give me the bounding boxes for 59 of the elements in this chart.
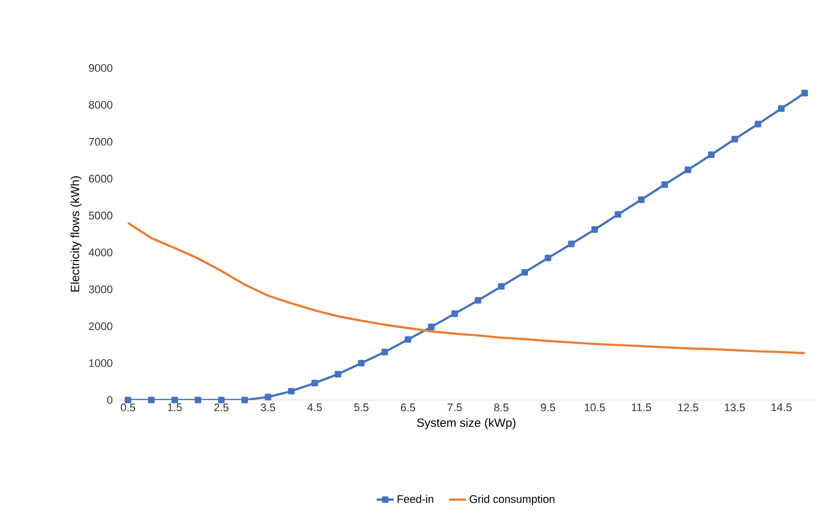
x-tick-label: 7.5 (448, 404, 462, 412)
y-tick-label: 1000 (89, 359, 112, 367)
point (311, 380, 318, 386)
point (148, 396, 155, 404)
point (264, 394, 272, 400)
point (334, 370, 342, 378)
x-tick-label: 11.5 (632, 404, 652, 412)
x-tick-label: 2.5 (214, 404, 228, 412)
x-tick-label: 13.5 (724, 404, 745, 412)
point (288, 388, 295, 394)
y-tick-label: 0 (107, 396, 112, 404)
y-tick-label: 6000 (89, 174, 112, 183)
point (194, 396, 202, 404)
legend-label: Grid consumption (470, 494, 554, 506)
x-axis-title: System size (kWp) (417, 418, 516, 430)
x-tick-label: 10.5 (584, 404, 605, 412)
point (358, 360, 365, 366)
point (638, 196, 645, 203)
point (731, 136, 738, 142)
point (498, 283, 505, 290)
y-tick-label: 9000 (88, 64, 112, 72)
point (754, 120, 762, 128)
point (451, 310, 458, 317)
x-tick-label: 8.5 (494, 404, 508, 412)
y-tick-label: 7000 (89, 138, 112, 146)
point (474, 297, 482, 304)
point (661, 181, 668, 188)
point (614, 211, 622, 218)
y-tick-label: 8000 (88, 101, 112, 109)
x-tick-label: 9.5 (540, 404, 556, 412)
point (241, 396, 248, 404)
point (124, 396, 132, 404)
legend-label: Feed-in (398, 494, 434, 503)
point (218, 396, 225, 404)
point (428, 324, 435, 330)
point (544, 254, 552, 262)
x-tick-label: 12.5 (678, 404, 698, 412)
point (404, 336, 412, 343)
y-tick-label: 5000 (88, 212, 112, 220)
x-tick-label: 14.5 (772, 404, 792, 412)
x-tick-label: 1.5 (168, 404, 182, 412)
point (521, 269, 528, 276)
y-tick-label: 4000 (88, 248, 112, 256)
point (381, 348, 388, 356)
point (708, 151, 715, 158)
point (801, 90, 808, 96)
x-tick-label: 3.5 (260, 404, 276, 412)
point (778, 105, 785, 112)
x-tick-label: 4.5 (307, 404, 322, 412)
x-tick-label: 0.5 (120, 404, 136, 412)
point (568, 240, 575, 248)
point (591, 226, 598, 233)
x-tick-label: 6.5 (400, 404, 416, 412)
point (171, 396, 178, 404)
y-axis-title: Electricity flows (kWh) (70, 176, 82, 292)
x-tick-label: 5.5 (354, 404, 368, 412)
y-tick-label: 2000 (88, 322, 112, 330)
point (684, 166, 692, 174)
y-tick-label: 3000 (88, 285, 112, 294)
